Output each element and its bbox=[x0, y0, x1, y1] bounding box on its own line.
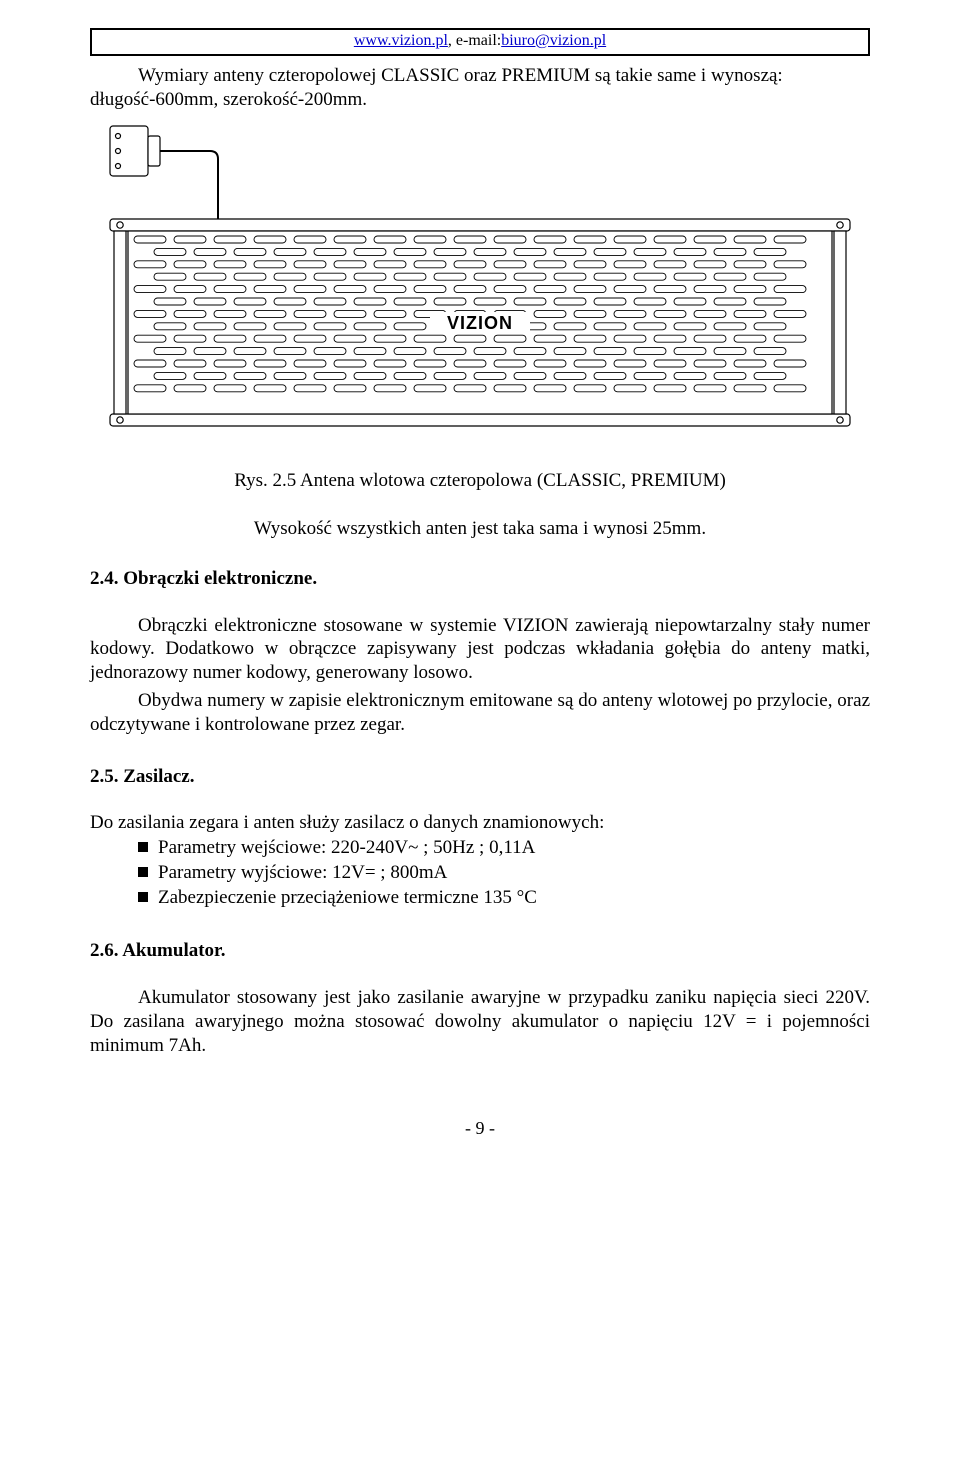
antenna-diagram: VIZION bbox=[90, 124, 870, 434]
section-2-5-list: Parametry wejściowe: 220-240V~ ; 50Hz ; … bbox=[90, 836, 870, 910]
list-item-text: Zabezpieczenie przeciążeniowe termiczne … bbox=[158, 887, 537, 908]
header-email-label: e-mail: bbox=[456, 32, 501, 49]
list-item-text: Parametry wejściowe: 220-240V~ ; 50Hz ; … bbox=[158, 837, 535, 858]
page-number: - 9 - bbox=[90, 1118, 870, 1139]
list-item: Parametry wyjściowe: 12V= ; 800mA bbox=[138, 861, 870, 886]
section-2-5-intro: Do zasilania zegara i anten służy zasila… bbox=[90, 812, 870, 834]
antenna-svg: VIZION bbox=[100, 124, 860, 434]
antenna-logo-text: VIZION bbox=[447, 313, 513, 333]
list-item: Parametry wejściowe: 220-240V~ ; 50Hz ; … bbox=[138, 836, 870, 861]
section-2-5-title: 2.5. Zasilacz. bbox=[90, 766, 870, 788]
list-item-text: Parametry wyjściowe: 12V= ; 800mA bbox=[158, 862, 447, 883]
header-separator: , bbox=[448, 32, 456, 49]
bullet-square-icon bbox=[138, 892, 148, 902]
list-item: Zabezpieczenie przeciążeniowe termiczne … bbox=[138, 886, 870, 911]
header-email[interactable]: biuro@vizion.pl bbox=[501, 32, 606, 49]
intro-paragraph: Wymiary anteny czteropolowej CLASSIC ora… bbox=[90, 64, 870, 112]
section-2-4-p1: Obrączki elektroniczne stosowane w syste… bbox=[90, 614, 870, 685]
bullet-square-icon bbox=[138, 867, 148, 877]
section-2-6-p1: Akumulator stosowany jest jako zasilanie… bbox=[90, 986, 870, 1057]
section-2-6-title: 2.6. Akumulator. bbox=[90, 940, 870, 962]
figure-caption: Rys. 2.5 Antena wlotowa czteropolowa (CL… bbox=[90, 470, 870, 492]
section-2-4-title: 2.4. Obrączki elektroniczne. bbox=[90, 568, 870, 590]
bullet-square-icon bbox=[138, 842, 148, 852]
figure-sub-caption: Wysokość wszystkich anten jest taka sama… bbox=[90, 518, 870, 540]
page-header-box: www.vizion.pl, e-mail:biuro@vizion.pl bbox=[90, 28, 870, 56]
section-2-4-p2: Obydwa numery w zapisie elektronicznym e… bbox=[90, 689, 870, 737]
header-url[interactable]: www.vizion.pl bbox=[354, 32, 448, 49]
